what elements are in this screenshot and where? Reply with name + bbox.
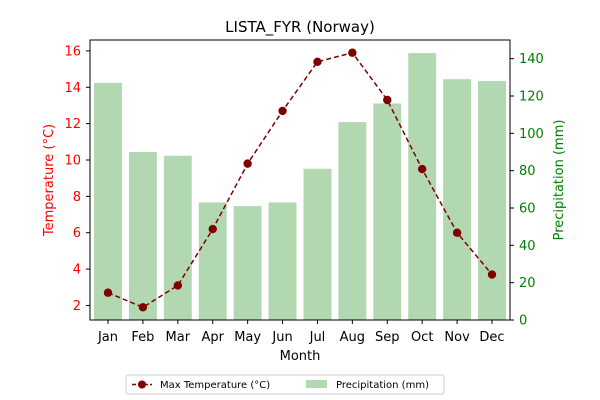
y-left-tick-label-2: 2 [73, 299, 81, 314]
bar-precip-jun [268, 202, 297, 320]
bar-precip-mar [163, 155, 192, 320]
x-tick-label-dec: Dec [479, 330, 504, 345]
line-max-temperature [107, 51, 493, 309]
x-tick-label-jun: Jun [271, 330, 292, 345]
y-left-tick-label-4: 4 [73, 263, 81, 278]
bar-precip-may [233, 206, 262, 320]
x-axis-label: Month [280, 349, 321, 364]
bar-precip-oct [408, 53, 437, 321]
plot-frame [89, 39, 511, 321]
x-axis-ticks: Jan Feb Mar Apr May Jun Jul Aug Sep Oct Nov Dec [97, 320, 505, 345]
chart-title: LISTA_FYR (Norway) [225, 18, 375, 37]
point-temp-feb [138, 303, 148, 312]
bar-precip-dec [478, 81, 506, 320]
x-tick-label-may: May [234, 330, 261, 345]
legend: Max Temperature (°C) Precipitation (mm) [125, 374, 445, 395]
point-temp-sep [383, 95, 392, 105]
y-left-tick-label-10: 10 [64, 154, 81, 169]
bar-precip-feb [128, 152, 157, 320]
y-right-tick-label-40: 40 [519, 239, 536, 254]
y-left-tick-label-14: 14 [64, 81, 81, 96]
y-left-tick-label-8: 8 [73, 190, 81, 205]
y-right-axis-ticks: 0 20 40 60 80 100 120 140 [510, 52, 544, 329]
bar-precip-jan [94, 82, 122, 320]
bar-precip-aug [338, 122, 367, 320]
point-temp-jun [278, 106, 287, 116]
point-temp-apr [208, 224, 217, 234]
y-left-tick-label-6: 6 [73, 226, 81, 241]
y-right-axis-label: Precipitation (mm) [552, 120, 567, 241]
y-right-tick-label-0: 0 [519, 314, 527, 329]
x-tick-label-feb: Feb [131, 330, 154, 345]
legend-line-marker [138, 380, 146, 389]
point-temp-jan [103, 288, 113, 297]
point-temp-nov [452, 228, 462, 237]
y-left-tick-label-16: 16 [64, 44, 81, 59]
bars-layer [94, 53, 506, 321]
bar-precip-nov [443, 79, 472, 320]
legend-bar-swatch [306, 380, 327, 388]
y-right-tick-label-20: 20 [519, 276, 536, 291]
point-temp-aug [348, 48, 357, 57]
y-right-tick-label-60: 60 [519, 202, 536, 217]
x-tick-label-jan: Jan [97, 330, 118, 345]
y-right-tick-label-120: 120 [519, 90, 544, 105]
x-tick-label-nov: Nov [444, 330, 470, 345]
legend-item-precipitation: Precipitation (mm) [336, 380, 429, 391]
x-tick-label-sep: Sep [375, 330, 400, 345]
point-temp-dec [487, 270, 497, 279]
point-temp-jul [313, 57, 322, 67]
y-left-tick-label-12: 12 [64, 117, 81, 132]
x-tick-label-oct: Oct [411, 330, 433, 345]
y-right-tick-label-100: 100 [519, 127, 544, 142]
y-right-tick-label-80: 80 [519, 164, 536, 179]
legend-frame [125, 374, 445, 395]
line-layer [103, 48, 497, 312]
x-tick-label-jul: Jul [309, 330, 326, 345]
y-left-axis-label: Temperature (°C) [42, 124, 57, 237]
point-temp-may [243, 159, 252, 168]
point-temp-mar [173, 281, 183, 290]
y-left-axis-ticks: 2 4 6 8 10 12 14 16 [64, 44, 90, 314]
x-tick-label-apr: Apr [201, 330, 224, 345]
bar-precip-jul [303, 168, 332, 320]
legend-item-temperature: Max Temperature (°C) [160, 380, 270, 391]
point-temp-oct [417, 164, 427, 174]
bar-precip-sep [373, 103, 402, 320]
x-tick-label-mar: Mar [166, 330, 191, 345]
bar-precip-apr [198, 202, 227, 320]
y-right-tick-label-140: 140 [519, 52, 544, 67]
x-tick-label-aug: Aug [340, 330, 365, 345]
